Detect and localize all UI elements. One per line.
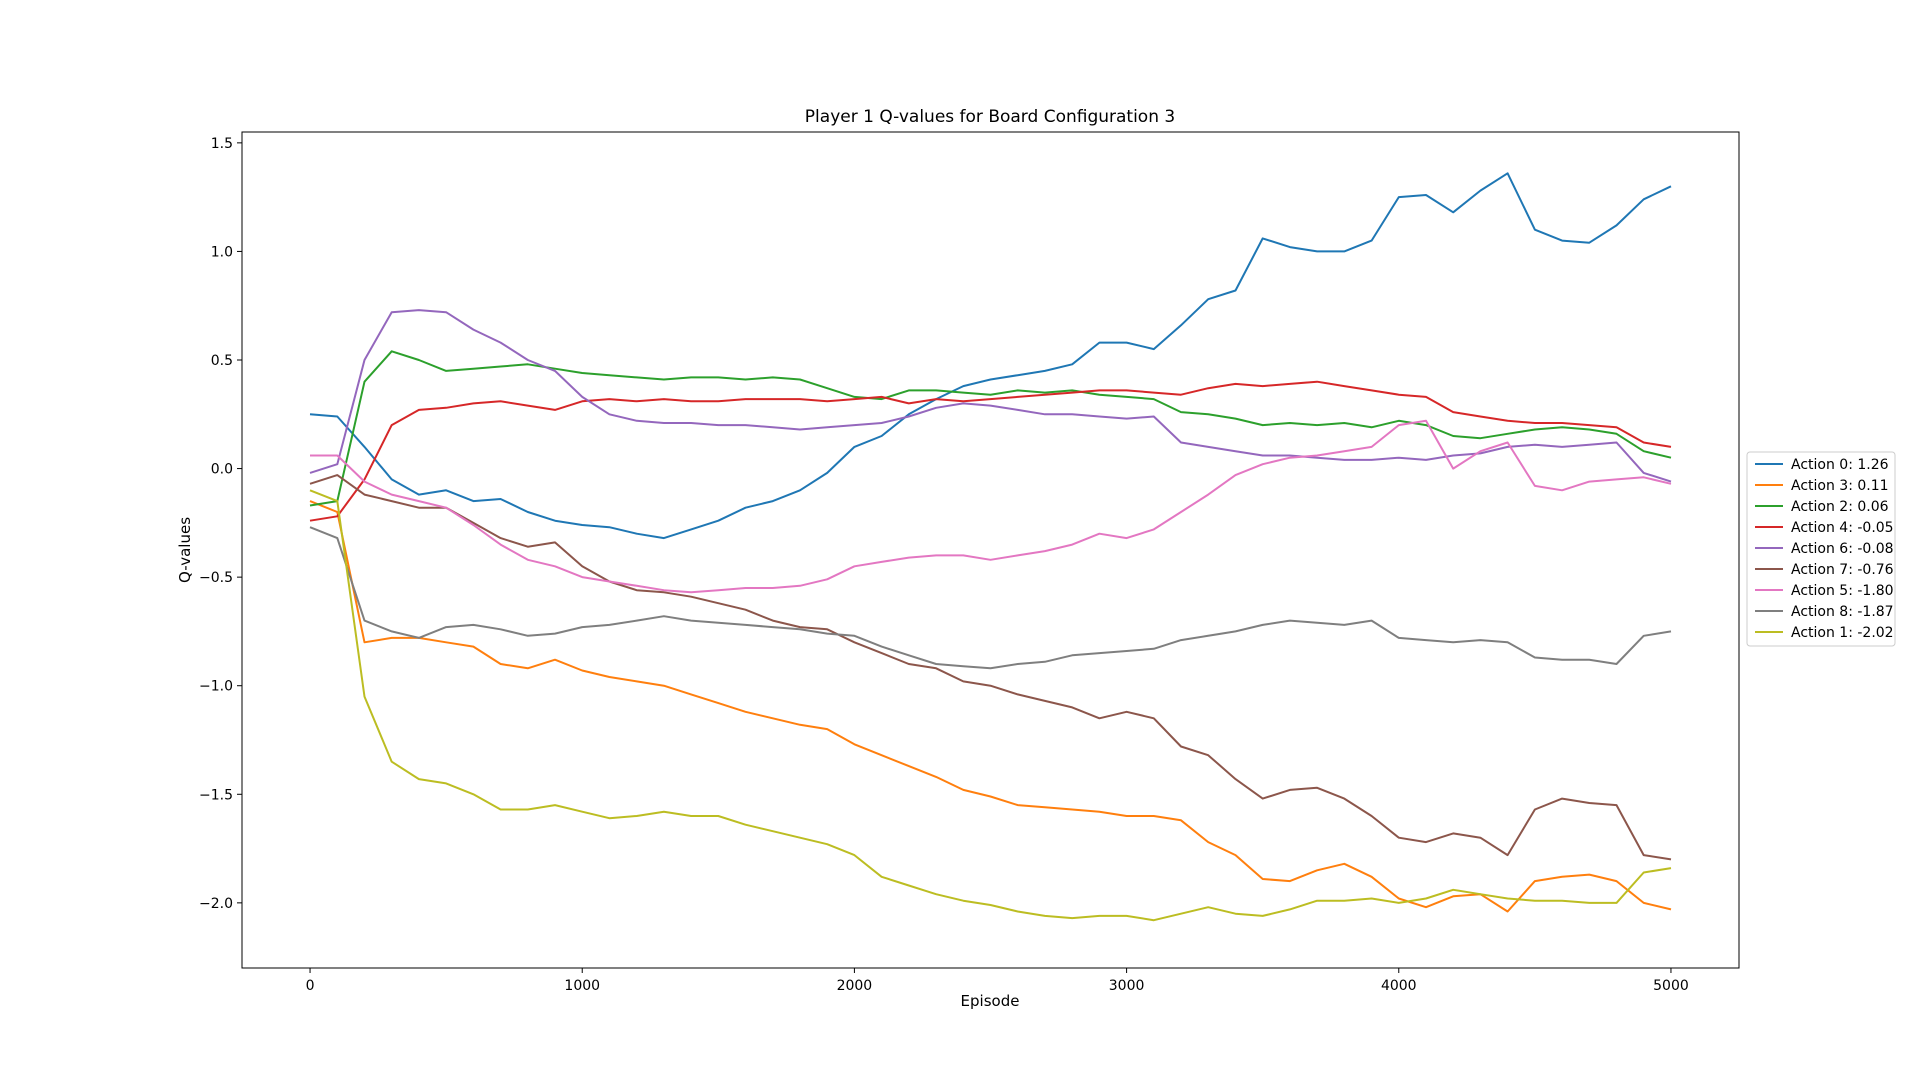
series-line-1: [309, 500, 1672, 913]
y-tick-label: −0.5: [199, 570, 233, 586]
legend-label: Action 3: 0.11: [1791, 478, 1889, 494]
chart-title: Player 1 Q-values for Board Configuratio…: [805, 107, 1175, 127]
legend-label: Action 6: -0.08: [1791, 541, 1894, 557]
x-tick-label: 4000: [1381, 978, 1417, 994]
x-axis: 0 1000 2000 3000 4000 5000: [306, 968, 1689, 994]
series-line-0: [309, 172, 1672, 540]
x-tick-label: 2000: [837, 978, 873, 994]
series-line-7: [309, 526, 1672, 670]
y-tick-label: −2.0: [199, 896, 233, 912]
x-tick-label: 1000: [564, 978, 600, 994]
legend-label: Action 7: -0.76: [1791, 562, 1894, 578]
y-axis: 1.5 1.0 0.5 0.0 −0.5 −1.0 −1.5 −2.0: [199, 136, 242, 912]
legend-label: Action 2: 0.06: [1791, 499, 1889, 515]
y-tick-label: 0.0: [211, 462, 233, 478]
series-line-2: [309, 350, 1672, 507]
y-tick-label: −1.5: [199, 787, 233, 803]
legend-label: Action 0: 1.26: [1791, 457, 1889, 473]
x-axis-title: Episode: [961, 992, 1020, 1010]
x-tick-label: 5000: [1653, 978, 1689, 994]
legend-label: Action 8: -1.87: [1791, 604, 1894, 620]
y-tick-label: 1.5: [211, 136, 233, 152]
legend-label: Action 4: -0.05: [1791, 520, 1894, 536]
x-tick-label: 0: [306, 978, 315, 994]
y-axis-title: Q-values: [176, 517, 194, 583]
plot-frame: [241, 131, 1740, 969]
series-line-5: [309, 474, 1672, 861]
series-line-8: [309, 489, 1672, 922]
y-tick-label: 0.5: [211, 353, 233, 369]
legend-label: Action 5: -1.80: [1791, 583, 1894, 599]
y-tick-label: −1.0: [199, 679, 233, 695]
legend-frame: [1746, 451, 1896, 647]
series-line-3: [309, 380, 1672, 522]
series-line-6: [310, 419, 1672, 594]
legend: Action 0: 1.26 Action 3: 0.11 Action 2: 0.…: [1746, 451, 1896, 647]
series-layer: [309, 172, 1672, 922]
x-tick-label: 3000: [1109, 978, 1145, 994]
series-line-4: [309, 309, 1672, 483]
legend-label: Action 1: -2.02: [1791, 625, 1894, 641]
y-tick-label: 1.0: [211, 244, 233, 260]
